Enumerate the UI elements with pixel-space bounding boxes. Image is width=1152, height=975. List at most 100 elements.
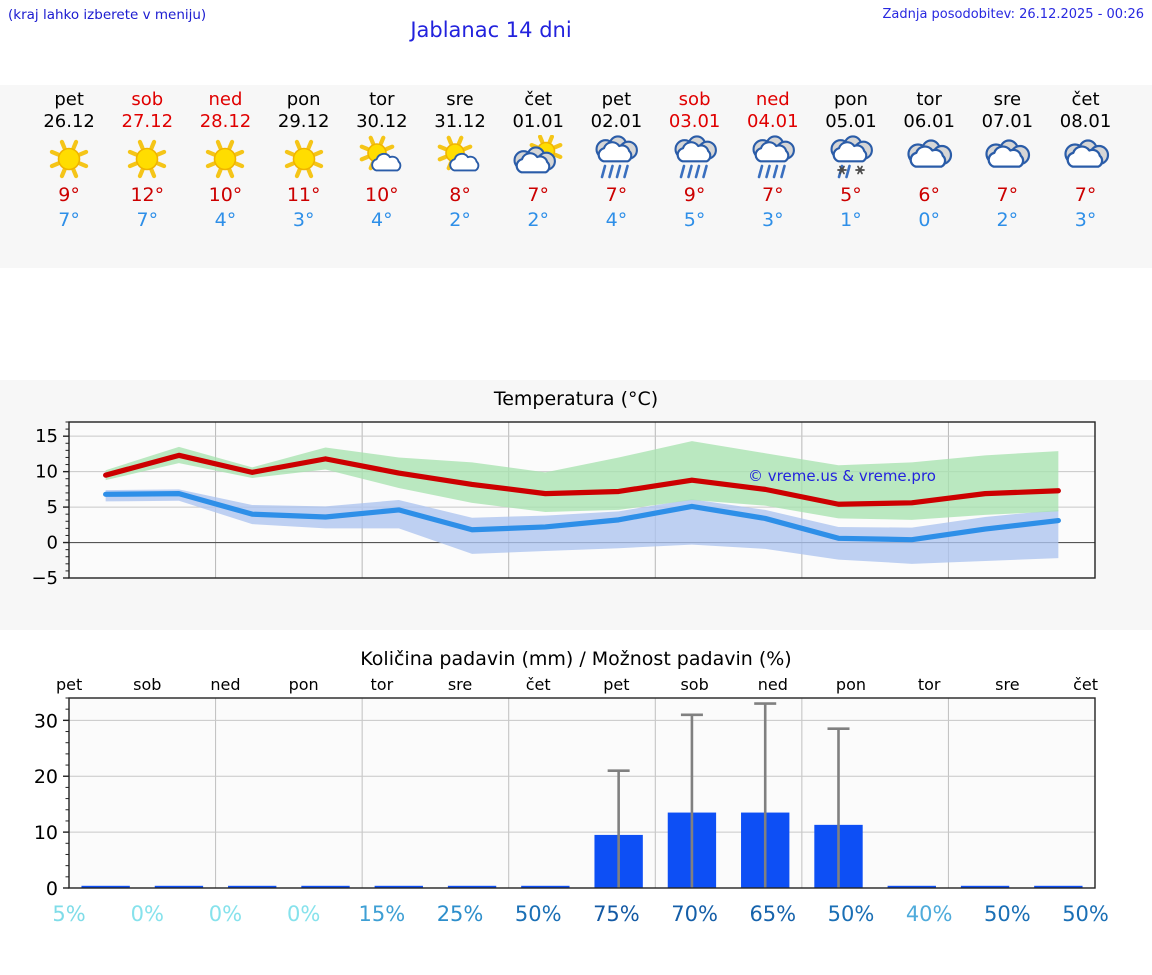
day-column[interactable]: tor 06.01 6° 0° [890, 85, 968, 268]
day-of-week-label: pon [834, 89, 868, 110]
day-date-label: 04.01 [747, 111, 799, 132]
sun-icon [37, 135, 101, 183]
day-date-label: 31.12 [434, 111, 486, 132]
day-column[interactable]: pet 26.12 9° 7° [30, 85, 108, 268]
precipitation-probability: 50% [827, 902, 875, 926]
precipitation-day-label: pet [55, 675, 83, 694]
precipitation-day-label: tor [370, 675, 394, 694]
precip-bar [447, 885, 497, 888]
rain-cloud-icon [584, 135, 648, 183]
day-of-week-label: sre [993, 89, 1022, 110]
precipitation-day-label: čet [525, 675, 551, 694]
low-temperature: 3° [292, 209, 315, 231]
precipitation-probability: 0% [286, 902, 321, 926]
low-temperature: 2° [527, 209, 550, 231]
day-column[interactable]: sre 31.12 8° 2° [421, 85, 499, 268]
day-of-week-label: ned [755, 89, 790, 110]
day-column[interactable]: ned 28.12 10° 4° [186, 85, 264, 268]
day-column[interactable]: čet 01.01 7° 2° [499, 85, 577, 268]
svg-text:30: 30 [34, 710, 58, 732]
location-menu-note[interactable]: (kraj lahko izberete v meniju) [8, 7, 207, 23]
high-temperature: 8° [449, 184, 471, 206]
day-column[interactable]: pon 05.01 5° 1° [812, 85, 890, 268]
precipitation-day-label: sob [133, 675, 162, 694]
precipitation-probability: 65% [749, 902, 797, 926]
low-temperature: 7° [136, 209, 159, 231]
sun-icon [193, 135, 257, 183]
precipitation-probability: 40% [905, 902, 953, 926]
page-header: (kraj lahko izberete v meniju) Jablanac … [0, 0, 1152, 50]
precip-bar [521, 885, 570, 888]
day-date-label: 27.12 [121, 111, 174, 132]
page-title: Jablanac 14 dni [0, 18, 1152, 42]
low-temperature: 4° [605, 209, 628, 231]
day-date-label: 06.01 [903, 111, 955, 132]
precipitation-day-label: sob [680, 675, 709, 694]
precipitation-day-label: pon [835, 675, 867, 694]
day-column[interactable]: sob 03.01 9° 5° [656, 85, 734, 268]
precipitation-chart-title: Količina padavin (mm) / Možnost padavin … [360, 648, 792, 670]
page-title-text: Jablanac 14 dni [410, 18, 572, 42]
day-of-week-label: pet [54, 89, 84, 110]
day-column[interactable]: ned 04.01 7° 3° [734, 85, 812, 268]
precipitation-probability: 75% [593, 902, 640, 926]
day-column[interactable]: čet 08.01 7° 3° [1046, 85, 1124, 268]
day-date-label: 05.01 [825, 111, 877, 132]
svg-text:0: 0 [46, 878, 58, 900]
precipitation-day-label: tor [917, 675, 941, 694]
precipitation-probability: 50% [514, 902, 562, 926]
precipitation-day-label: pet [603, 675, 630, 694]
day-date-label: 30.12 [356, 111, 408, 132]
day-date-label: 28.12 [199, 111, 252, 132]
temperature-chart-title: Temperatura (°C) [493, 388, 659, 410]
svg-text:20: 20 [34, 766, 58, 788]
day-of-week-label: čet [524, 89, 553, 110]
day-of-week-label: ned [208, 89, 243, 110]
day-of-week-label: pet [601, 89, 632, 110]
day-column[interactable]: sob 27.12 12° 7° [108, 85, 186, 268]
day-column[interactable]: pon 29.12 11° 3° [265, 85, 343, 268]
precip-bar [1034, 885, 1083, 888]
svg-text:0: 0 [47, 533, 58, 554]
temperature-chart: −5 0 5 10 15 [31, 421, 1096, 589]
daily-overview-strip: pet 26.12 9° 7° sob 27.12 12° 7° ned 28.12 10° 4° po… [0, 85, 1152, 268]
last-updated: Zadnja posodobitev: 26.12.2025 - 00:26 [882, 7, 1144, 22]
precipitation-day-label: sre [995, 675, 1020, 694]
high-temperature: 7° [761, 184, 784, 206]
high-temperature: 10° [365, 184, 399, 206]
precipitation-day-label: ned [757, 675, 788, 694]
low-temperature: 4° [214, 209, 237, 231]
high-temperature: 7° [527, 184, 550, 206]
day-date-label: 08.01 [1059, 111, 1112, 132]
precipitation-probability: 0% [208, 902, 243, 926]
low-temperature: 2° [449, 209, 471, 231]
high-temperature: 12° [130, 184, 165, 206]
svg-text:10: 10 [34, 822, 58, 844]
low-temperature: 7° [58, 209, 80, 231]
sun-icon [115, 135, 179, 183]
svg-text:15: 15 [35, 426, 58, 447]
day-of-week-label: čet [1071, 89, 1100, 110]
day-date-label: 29.12 [277, 111, 330, 132]
low-temperature: 4° [371, 209, 393, 231]
day-column[interactable]: tor 30.12 10° 4° [343, 85, 421, 268]
precipitation-probability: 5% [52, 902, 86, 926]
high-temperature: 7° [996, 184, 1019, 206]
precipitation-day-label: čet [1073, 675, 1098, 694]
low-temperature: 3° [1074, 209, 1097, 231]
precipitation-chart: 0 10 20 30 [34, 697, 1096, 900]
day-of-week-label: sob [131, 89, 164, 110]
precip-bar [960, 885, 1010, 888]
day-date-label: 02.01 [590, 111, 643, 132]
precip-bar [154, 885, 204, 888]
high-temperature: 5° [840, 184, 862, 206]
precip-bar [81, 885, 130, 888]
high-temperature: 7° [605, 184, 628, 206]
precipitation-day-label: sre [447, 675, 473, 694]
day-of-week-label: tor [916, 89, 942, 110]
day-column[interactable]: pet 02.01 7° 4° [577, 85, 655, 268]
day-column[interactable]: sre 07.01 7° 2° [968, 85, 1046, 268]
low-temperature: 1° [840, 209, 862, 231]
sun-cloud-icon [428, 135, 492, 183]
day-date-label: 26.12 [43, 111, 95, 132]
